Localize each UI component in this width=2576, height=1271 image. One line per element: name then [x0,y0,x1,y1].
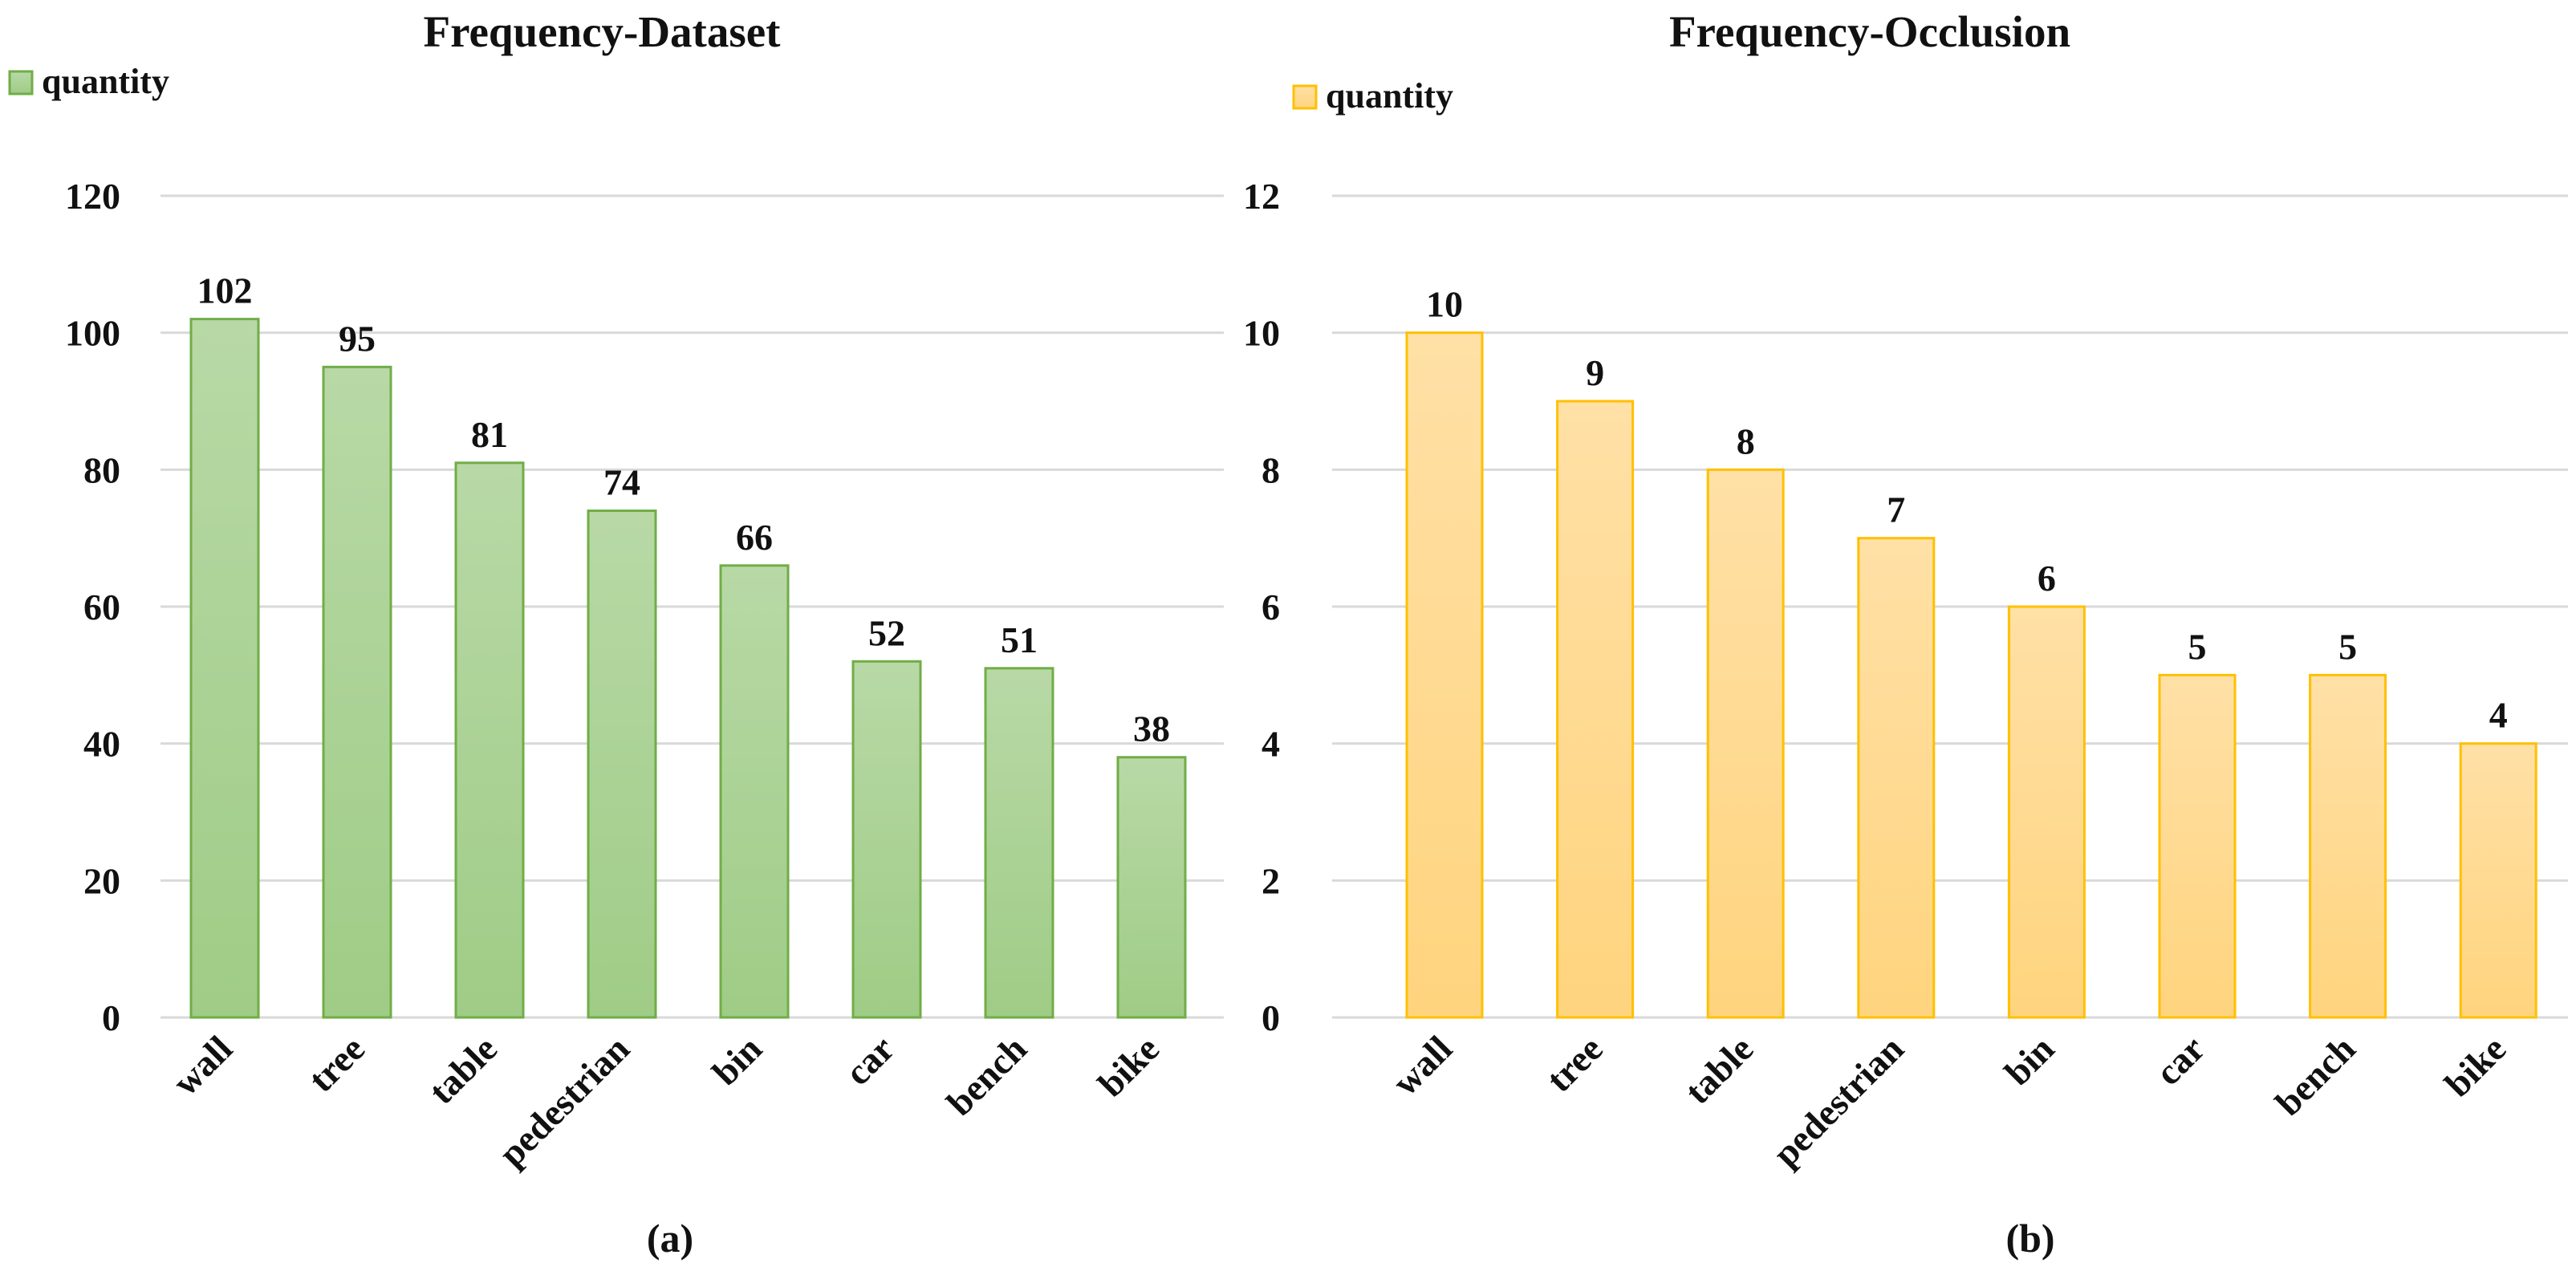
data-labels-b: 10 9 8 7 6 5 5 4 [1426,284,2508,736]
x-tick-label: bench [2267,1028,2363,1123]
legend-a: quantity [8,62,169,101]
grid-a [160,194,1224,1019]
x-tick-label: tree [1538,1028,1611,1100]
grid-b [1332,194,2568,1019]
x-tick-label: table [421,1028,505,1112]
y-tick-label: 20 [83,860,120,901]
x-tick-label: bench [939,1028,1034,1123]
data-label: 5 [2338,626,2357,667]
x-tick-label: tree [300,1028,372,1100]
bars-b [1405,331,2537,1019]
chart-title-a: Frequency-Dataset [424,7,782,56]
data-label: 9 [1586,352,1604,393]
bar [587,510,657,1019]
data-label: 52 [868,612,905,653]
x-tick-label: car [837,1028,902,1093]
y-tick-label: 2 [1262,860,1280,901]
chart-title-b: Frequency-Occlusion [1669,7,2070,56]
bar [1857,537,1936,1019]
chart-panel-a: Frequency-Dataset quantity 0 20 40 60 80 100 1… [8,7,1224,1261]
data-label: 38 [1133,709,1170,749]
y-tick-label: 100 [65,313,120,354]
y-tick-label: 4 [1262,724,1280,765]
data-label: 6 [2038,558,2056,599]
y-tick-label: 0 [102,997,120,1038]
legend-b: quantity [1292,76,1453,116]
y-tick-label: 0 [1262,997,1280,1038]
bar [851,660,922,1019]
x-tick-label: car [2147,1028,2212,1093]
data-label: 10 [1426,284,1463,325]
x-tick-label: bike [2437,1028,2514,1105]
x-tick-label: table [1677,1028,1761,1112]
data-label: 102 [197,270,253,311]
bar [189,318,260,1019]
x-tick-label: pedestrian [1765,1028,1911,1174]
data-label: 7 [1887,489,1905,530]
y-axis-b: 0 2 4 6 8 10 12 [1243,176,1280,1038]
data-label: 51 [1001,619,1038,660]
data-label: 81 [471,414,508,455]
y-tick-label: 6 [1262,587,1280,627]
y-tick-label: 8 [1262,449,1280,490]
data-label: 95 [339,318,376,359]
y-tick-label: 120 [65,176,120,217]
y-tick-label: 12 [1243,176,1280,217]
x-axis-b: wall tree table pedestrian bin car bench bike [1384,1028,2513,1174]
bar [1405,331,1484,1019]
y-tick-label: 80 [83,449,120,490]
bar [1706,468,1785,1019]
data-label: 5 [2188,626,2207,667]
bar [2007,605,2086,1019]
bar [2158,673,2237,1019]
legend-label-a: quantity [42,62,169,101]
y-axis-a: 0 20 40 60 80 100 120 [65,176,120,1038]
caption-a: (a) [647,1216,693,1261]
y-tick-label: 40 [83,724,120,765]
x-tick-label: bin [705,1028,770,1093]
x-tick-label: pedestrian [491,1028,637,1174]
data-labels-a: 102 95 81 74 66 52 51 38 [197,270,1171,749]
x-tick-label: bike [1090,1028,1167,1105]
bar [984,667,1054,1019]
x-tick-label: wall [1384,1028,1460,1103]
data-label: 74 [603,462,640,503]
chart-panel-b: Frequency-Occlusion quantity 0 2 4 6 8 10 12 1… [1243,7,2568,1261]
legend-swatch-b [1292,84,1318,110]
y-tick-label: 60 [83,587,120,627]
x-tick-label: wall [165,1028,240,1103]
caption-b: (b) [2005,1216,2054,1261]
bars-a [189,318,1187,1019]
bar [1556,400,1635,1019]
bar [2459,742,2537,1019]
bar [1116,756,1187,1019]
x-tick-label: bin [1997,1028,2062,1093]
legend-label-b: quantity [1326,76,1453,116]
bar [454,461,525,1019]
bar [322,365,392,1019]
data-label: 4 [2489,695,2508,736]
bar [2309,673,2387,1019]
data-label: 8 [1737,420,1755,461]
y-tick-label: 10 [1243,313,1280,354]
bar [719,564,790,1019]
data-label: 66 [736,517,773,558]
legend-swatch-a [8,70,34,95]
